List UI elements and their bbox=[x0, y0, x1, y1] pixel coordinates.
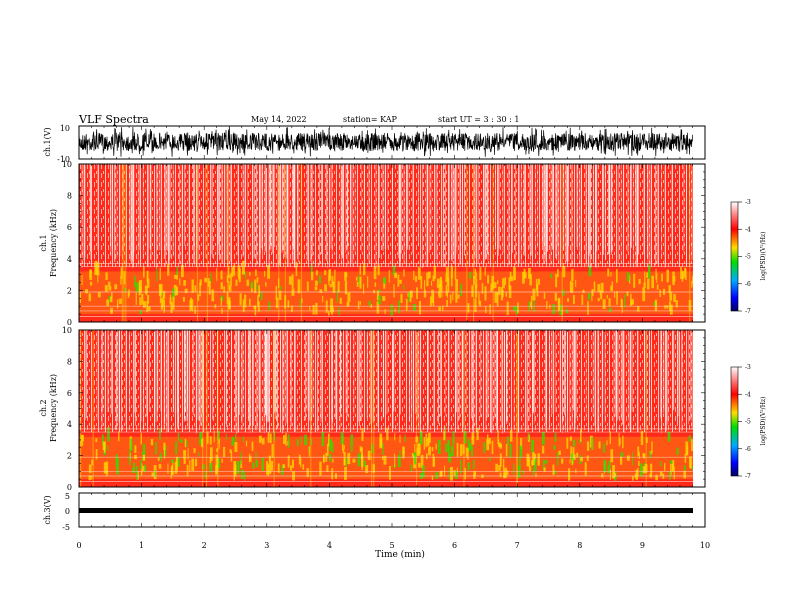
ch2-spectrogram-image bbox=[79, 330, 705, 487]
colorbar-tick-label: -4 bbox=[745, 391, 751, 398]
ch1-ytick-top: 10 bbox=[60, 124, 70, 133]
time-tick-label: 0 bbox=[76, 541, 81, 550]
ch2-colorbar: -3 -4 -5 -6 -7 log(PSD)(V²/Hz) bbox=[730, 364, 767, 480]
ch2-spectrogram-panel: 0 2 4 6 8 10 ch.2 Frequency (kHz) bbox=[39, 326, 706, 492]
ch3-ytick-minus5: -5 bbox=[62, 523, 70, 532]
ch2-yticks: 0 2 4 6 8 10 bbox=[62, 326, 705, 492]
colorbar-tick-label: -6 bbox=[745, 281, 751, 288]
ch1-spec-ylabel-top: ch.1 bbox=[39, 234, 48, 251]
ch1-waveform-trace bbox=[78, 126, 694, 157]
freq-tick-label: 0 bbox=[67, 318, 72, 327]
ch2-colorbar-label: log(PSD)(V²/Hz) bbox=[760, 397, 767, 446]
ch2-spec-ylabel-top: ch.2 bbox=[39, 399, 48, 416]
colorbar-tick-label: -5 bbox=[745, 419, 751, 426]
ch1-colorbar-label: log(PSD)(V²/Hz) bbox=[760, 232, 767, 281]
time-tick-label: 8 bbox=[577, 541, 582, 550]
ch3-ytick-0: 0 bbox=[65, 507, 70, 516]
time-tick-label: 1 bbox=[139, 541, 144, 550]
ch2-spec-ylabel: Frequency (kHz) bbox=[49, 374, 58, 442]
freq-tick-label: 2 bbox=[67, 286, 72, 295]
freq-tick-label: 2 bbox=[67, 452, 72, 461]
ch3-waveform-panel: 5 0 -5 ch.3(V) bbox=[43, 492, 706, 532]
station-label: station= KAP bbox=[343, 115, 397, 124]
ch3-ylabel: ch.3(V) bbox=[43, 495, 52, 524]
ch1-spectrogram-image bbox=[79, 164, 705, 322]
ch1-waveform-panel: 10 -10 ch.1(V) bbox=[43, 124, 706, 164]
time-axis: 0 1 2 3 4 5 6 7 8 9 10 bbox=[76, 126, 710, 550]
freq-tick-label: 4 bbox=[67, 255, 72, 264]
time-tick-label: 10 bbox=[700, 541, 710, 550]
ch1-colorbar: -3 -4 -5 -6 -7 log(PSD)(V²/Hz) bbox=[730, 199, 767, 315]
freq-tick-label: 10 bbox=[62, 160, 72, 169]
freq-tick-label: 6 bbox=[67, 223, 72, 232]
time-tick-label: 5 bbox=[389, 541, 394, 550]
colorbar-tick-label: -7 bbox=[745, 308, 751, 315]
time-tick-label: 7 bbox=[515, 541, 520, 550]
colorbar-tick-label: -5 bbox=[745, 254, 751, 261]
freq-tick-label: 6 bbox=[67, 389, 72, 398]
time-tick-label: 9 bbox=[640, 541, 645, 550]
freq-tick-label: 0 bbox=[67, 483, 72, 492]
date-label: May 14, 2022 bbox=[251, 115, 307, 124]
ch3-ytick-5: 5 bbox=[65, 492, 70, 501]
ch1-ylabel: ch.1(V) bbox=[43, 127, 52, 156]
time-tick-label: 3 bbox=[264, 541, 269, 550]
ch1-spectrogram-panel: 0 2 4 6 8 10 ch.1 Frequency (kHz) bbox=[39, 160, 706, 327]
colorbar-tick-label: -3 bbox=[745, 199, 751, 206]
freq-tick-label: 4 bbox=[67, 420, 72, 429]
time-tick-label: 6 bbox=[452, 541, 457, 550]
freq-tick-label: 10 bbox=[62, 326, 72, 335]
colorbar-tick-label: -4 bbox=[745, 226, 751, 233]
time-tick-label: 2 bbox=[202, 541, 207, 550]
ch3-waveform-trace bbox=[79, 508, 693, 513]
ch1-spec-ylabel: Frequency (kHz) bbox=[49, 209, 58, 277]
figure-title: VLF Spectra bbox=[79, 113, 149, 126]
time-axis-label: Time (min) bbox=[375, 549, 425, 560]
colorbar-tick-label: -6 bbox=[745, 446, 751, 453]
freq-tick-label: 8 bbox=[67, 357, 72, 366]
colorbar-tick-label: -7 bbox=[745, 473, 751, 480]
freq-tick-label: 8 bbox=[67, 192, 72, 201]
start-time-label: start UT = 3 : 30 : 1 bbox=[438, 115, 520, 124]
ch1-yticks: 0 2 4 6 8 10 bbox=[62, 160, 705, 327]
ch1-ytick-bottom: -10 bbox=[57, 155, 70, 164]
time-tick-label: 4 bbox=[327, 541, 332, 550]
colorbar-tick-label: -3 bbox=[745, 364, 751, 371]
